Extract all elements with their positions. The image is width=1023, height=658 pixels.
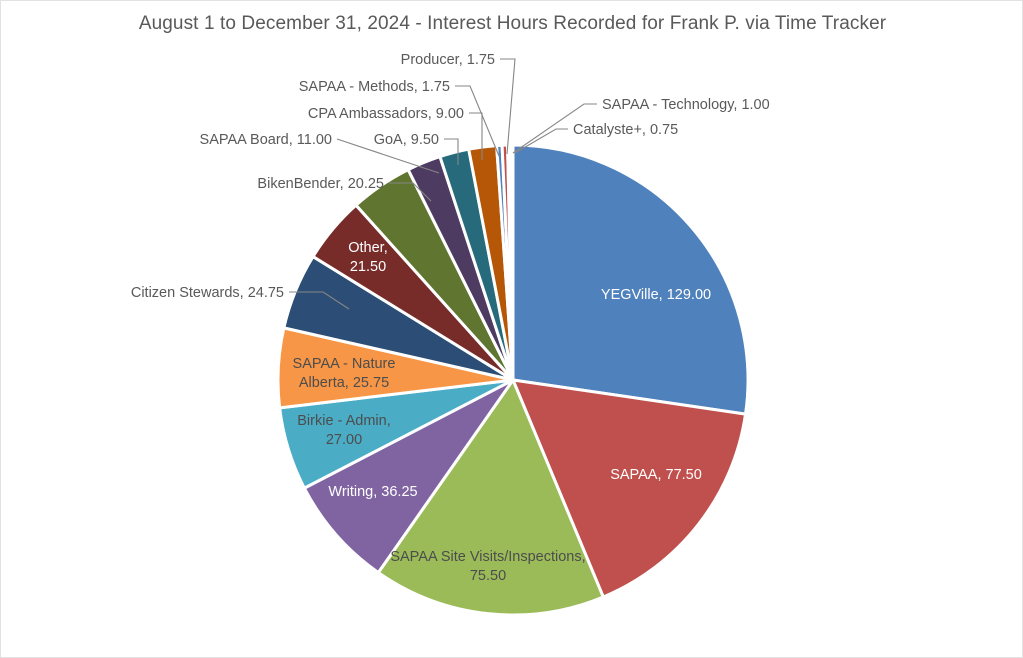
pie-data-label[interactable]: CPA Ambassadors, 9.00 bbox=[308, 106, 464, 122]
label-leader-line bbox=[289, 291, 350, 310]
pie-data-label[interactable]: Writing, 36.25 bbox=[328, 484, 417, 500]
pie-slice[interactable] bbox=[302, 378, 515, 575]
label-leader-line bbox=[512, 103, 597, 154]
pie-data-label[interactable]: YEGVille, 129.00 bbox=[601, 287, 711, 303]
label-leader-line bbox=[389, 182, 432, 202]
pie-slice[interactable] bbox=[376, 378, 605, 617]
chart-title: August 1 to December 31, 2024 - Interest… bbox=[138, 13, 887, 34]
pie-data-label[interactable]: Citizen Stewards, 24.75 bbox=[131, 285, 284, 301]
pie-slice[interactable] bbox=[511, 143, 750, 416]
label-leader-line bbox=[514, 128, 568, 154]
data-labels-group: YEGVille, 129.00 SAPAA, 77.50 SAPAA Site V… bbox=[131, 52, 770, 584]
pie-data-label[interactable]: SAPAA - Technology, 1.00 bbox=[602, 97, 770, 113]
pie-data-label[interactable]: Birkie - Admin, 27.00 bbox=[297, 413, 390, 448]
pie-slices-group bbox=[276, 143, 750, 617]
pie-data-label[interactable]: SAPAA Site Visits/Inspections, 75.50 bbox=[390, 549, 585, 584]
label-leader-line bbox=[444, 138, 459, 165]
pie-data-label[interactable]: Producer, 1.75 bbox=[401, 52, 495, 68]
pie-data-label[interactable]: SAPAA - Methods, 1.75 bbox=[299, 79, 450, 95]
pie-slice[interactable] bbox=[511, 378, 748, 599]
pie-data-label[interactable]: BikenBender, 20.25 bbox=[257, 176, 384, 192]
label-leader-line bbox=[500, 58, 516, 155]
pie-data-label[interactable]: GoA, 9.50 bbox=[374, 132, 439, 148]
pie-data-label[interactable]: Other, 21.50 bbox=[348, 240, 388, 275]
label-leader-line bbox=[469, 112, 483, 160]
label-leader-line bbox=[455, 85, 500, 157]
pie-data-label[interactable]: Catalyste+, 0.75 bbox=[573, 122, 678, 138]
pie-data-label[interactable]: SAPAA, 77.50 bbox=[610, 467, 702, 483]
pie-data-label[interactable]: SAPAA - Nature Alberta, 25.75 bbox=[293, 356, 396, 391]
pie-data-label[interactable]: SAPAA Board, 11.00 bbox=[200, 132, 332, 148]
pie-slice[interactable] bbox=[509, 143, 515, 382]
label-leader-line bbox=[336, 138, 440, 174]
leader-lines-group bbox=[289, 58, 597, 310]
